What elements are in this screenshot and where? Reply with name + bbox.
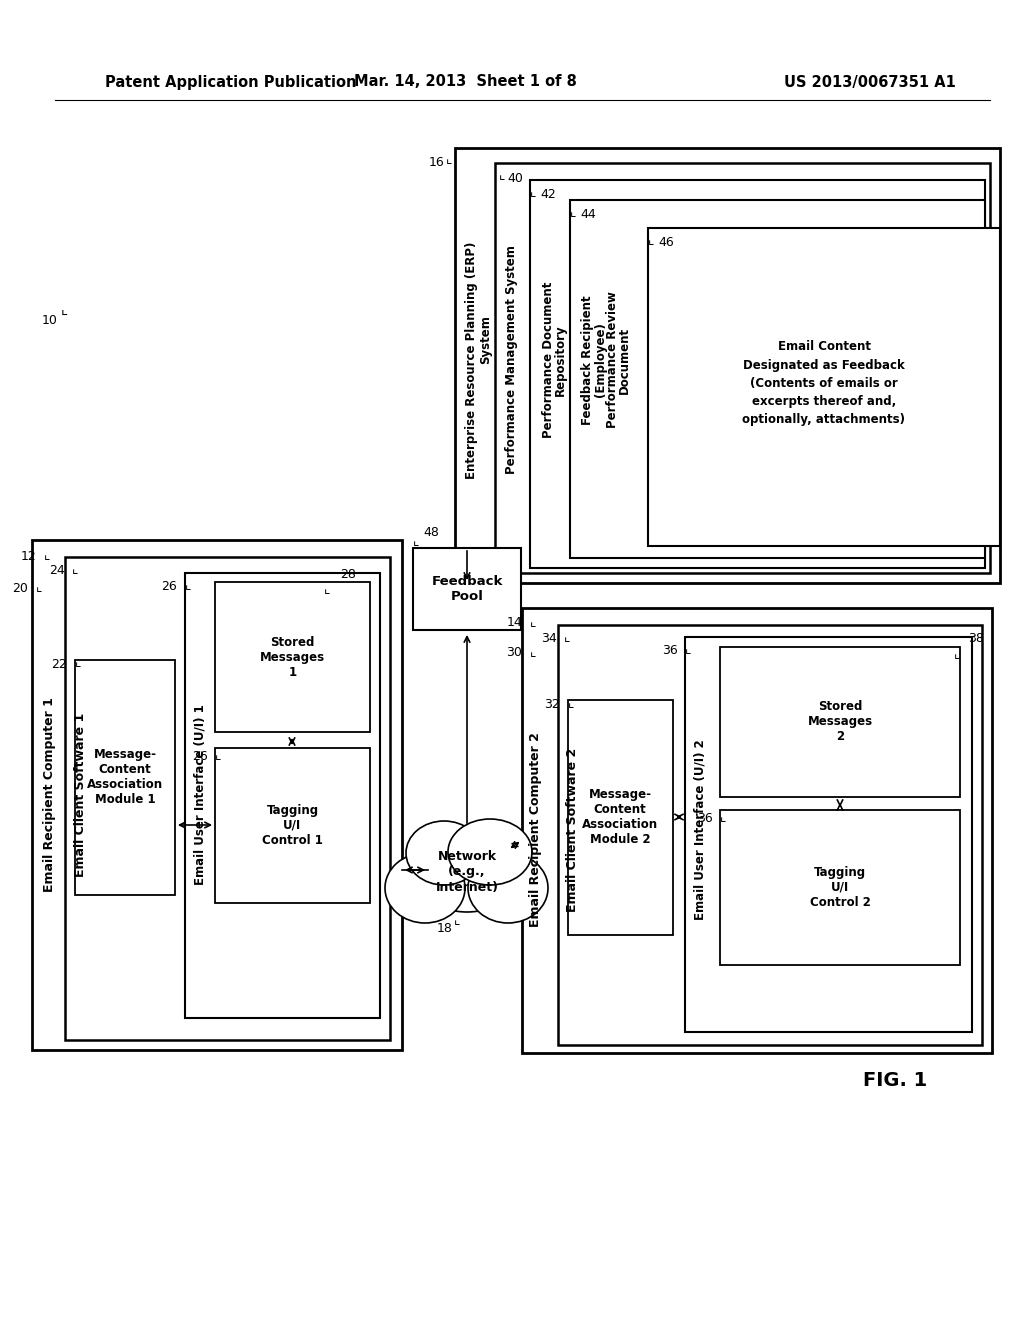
Text: Email Client Software 1: Email Client Software 1: [74, 713, 86, 876]
Text: Performance Review: Performance Review: [605, 292, 618, 429]
Bar: [558, 624, 982, 1045]
Text: ⌞: ⌞: [445, 152, 452, 166]
Text: ⌞: ⌞: [953, 647, 961, 661]
Text: ⌞: ⌞: [720, 810, 726, 824]
Text: System: System: [479, 315, 493, 364]
Text: 22: 22: [51, 657, 67, 671]
Text: 20: 20: [12, 582, 28, 594]
Bar: [720, 647, 961, 797]
Text: 14: 14: [506, 616, 522, 630]
Ellipse shape: [385, 853, 465, 923]
Text: 24: 24: [49, 564, 65, 577]
Text: ⌞: ⌞: [568, 696, 574, 710]
Text: 40: 40: [507, 172, 523, 185]
Text: Enterprise Resource Planning (ERP): Enterprise Resource Planning (ERP): [466, 242, 478, 479]
Bar: [32, 540, 402, 1049]
Bar: [720, 810, 961, 965]
Text: 10: 10: [42, 314, 58, 326]
Text: ⌞: ⌞: [44, 548, 50, 562]
Bar: [455, 148, 1000, 583]
Ellipse shape: [468, 853, 548, 923]
Text: 26: 26: [161, 581, 177, 594]
Text: ⌞: ⌞: [215, 748, 221, 762]
Text: optionally, attachments): optionally, attachments): [742, 412, 905, 425]
Text: ⌞: ⌞: [413, 535, 420, 548]
Ellipse shape: [449, 818, 532, 884]
Text: Feedback Recipient: Feedback Recipient: [582, 296, 595, 425]
Bar: [530, 180, 985, 568]
Text: ⌞: ⌞: [530, 645, 537, 659]
Text: Mar. 14, 2013  Sheet 1 of 8: Mar. 14, 2013 Sheet 1 of 8: [353, 74, 577, 90]
Text: Message-
Content
Association
Module 1: Message- Content Association Module 1: [87, 748, 163, 807]
Text: Designated as Feedback: Designated as Feedback: [743, 359, 905, 371]
Text: ⌞: ⌞: [530, 615, 537, 630]
Text: Tagging
U/I
Control 1: Tagging U/I Control 1: [262, 804, 323, 847]
Text: Repository: Repository: [554, 325, 566, 396]
Bar: [185, 573, 380, 1018]
Text: Patent Application Publication: Patent Application Publication: [105, 74, 356, 90]
Text: 12: 12: [20, 549, 36, 562]
Text: Email Client Software 2: Email Client Software 2: [566, 748, 580, 912]
Text: 26: 26: [193, 751, 208, 763]
Text: Email User Interface (U/I) 1: Email User Interface (U/I) 1: [194, 705, 207, 886]
Text: Performance Management System: Performance Management System: [506, 246, 518, 474]
Text: 48: 48: [423, 527, 439, 540]
Text: 38: 38: [968, 632, 984, 645]
Bar: [215, 582, 370, 733]
Text: 32: 32: [544, 697, 560, 710]
Text: ⌞: ⌞: [324, 582, 330, 597]
Text: ⌞: ⌞: [685, 642, 691, 656]
Text: 30: 30: [506, 647, 522, 660]
Bar: [568, 700, 673, 935]
Text: ⌞: ⌞: [185, 578, 191, 591]
Text: Email Recipient Computer 2: Email Recipient Computer 2: [529, 733, 543, 928]
Text: ⌞: ⌞: [530, 185, 537, 199]
Text: ⌞: ⌞: [570, 205, 577, 219]
Text: ⌞: ⌞: [36, 579, 43, 594]
Bar: [215, 748, 370, 903]
Text: Stored
Messages
2: Stored Messages 2: [808, 701, 872, 743]
Bar: [75, 660, 175, 895]
Bar: [65, 557, 390, 1040]
Bar: [495, 162, 990, 573]
Text: excerpts thereof and,: excerpts thereof and,: [752, 395, 896, 408]
Text: Feedback
Pool: Feedback Pool: [431, 576, 503, 603]
Bar: [413, 548, 521, 630]
Text: ⌞: ⌞: [454, 913, 460, 927]
Text: ⌞: ⌞: [72, 562, 79, 576]
Text: Email User Interface (U/I) 2: Email User Interface (U/I) 2: [693, 739, 707, 920]
Bar: [648, 228, 1000, 546]
Text: 16: 16: [428, 156, 444, 169]
Text: Message-
Content
Association
Module 2: Message- Content Association Module 2: [582, 788, 658, 846]
Text: 34: 34: [542, 631, 557, 644]
Text: Tagging
U/I
Control 2: Tagging U/I Control 2: [810, 866, 870, 909]
Text: ⌞: ⌞: [648, 234, 654, 247]
Text: US 2013/0067351 A1: US 2013/0067351 A1: [784, 74, 956, 90]
Text: 42: 42: [540, 187, 556, 201]
Text: ⌞: ⌞: [564, 630, 570, 644]
Text: ⌞: ⌞: [60, 302, 68, 318]
Text: ⌞: ⌞: [75, 655, 82, 669]
Text: FIG. 1: FIG. 1: [863, 1071, 927, 1089]
Text: Performance Document: Performance Document: [542, 281, 555, 438]
Ellipse shape: [412, 828, 522, 912]
Text: 46: 46: [658, 235, 674, 248]
Text: ⌞: ⌞: [499, 168, 506, 182]
Text: (Contents of emails or: (Contents of emails or: [751, 376, 898, 389]
Bar: [570, 201, 985, 558]
Text: Document: Document: [617, 326, 631, 393]
Ellipse shape: [406, 821, 482, 884]
Text: 44: 44: [580, 207, 596, 220]
Text: 28: 28: [340, 568, 356, 581]
Bar: [685, 638, 972, 1032]
Text: 18: 18: [437, 921, 453, 935]
Text: Email Recipient Computer 1: Email Recipient Computer 1: [43, 697, 56, 892]
Text: 36: 36: [697, 812, 713, 825]
Text: Stored
Messages
1: Stored Messages 1: [260, 635, 325, 678]
Text: (Employee): (Employee): [594, 322, 606, 397]
Text: 36: 36: [663, 644, 678, 656]
Text: Email Content: Email Content: [777, 341, 870, 354]
Text: Network
(e.g.,
Internet): Network (e.g., Internet): [435, 850, 499, 894]
Bar: [522, 609, 992, 1053]
